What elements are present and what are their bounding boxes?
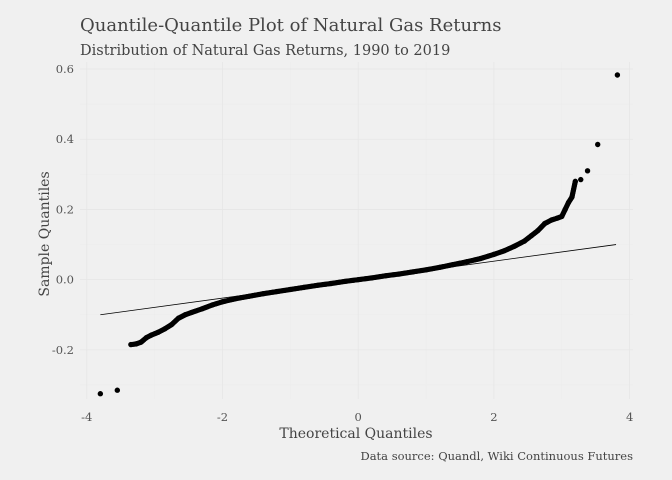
y-tick-label: 0.0 [56, 273, 74, 287]
data-point [97, 391, 104, 397]
y-axis-title: Sample Quantiles [37, 171, 53, 296]
x-tick-label: 4 [626, 410, 633, 424]
x-tick-label: -2 [217, 410, 228, 424]
data-point [114, 387, 121, 393]
y-tick-label: 0.6 [56, 62, 74, 76]
grid [80, 62, 633, 399]
chart-caption: Data source: Quandl, Wiki Continuous Fut… [360, 449, 633, 463]
data-point [578, 176, 584, 183]
y-tick-labels: -0.2 0.0 0.2 0.4 0.6 [52, 62, 74, 357]
x-tick-labels: -4 -2 0 2 4 [81, 410, 633, 424]
y-tick-label: -0.2 [52, 343, 74, 357]
x-axis-title: Theoretical Quantiles [279, 426, 432, 442]
chart-title: Quantile-Quantile Plot of Natural Gas Re… [80, 15, 502, 36]
data-point [595, 141, 601, 148]
data-point [584, 168, 591, 174]
y-tick-label: 0.2 [56, 202, 74, 216]
data-point [614, 72, 621, 78]
data-point [572, 179, 578, 186]
points-group [97, 72, 621, 397]
x-tick-label: 0 [355, 410, 362, 424]
x-tick-label: -4 [81, 410, 92, 424]
chart-subtitle: Distribution of Natural Gas Returns, 199… [80, 43, 450, 59]
x-tick-label: 2 [490, 410, 497, 424]
y-tick-label: 0.4 [56, 132, 74, 146]
